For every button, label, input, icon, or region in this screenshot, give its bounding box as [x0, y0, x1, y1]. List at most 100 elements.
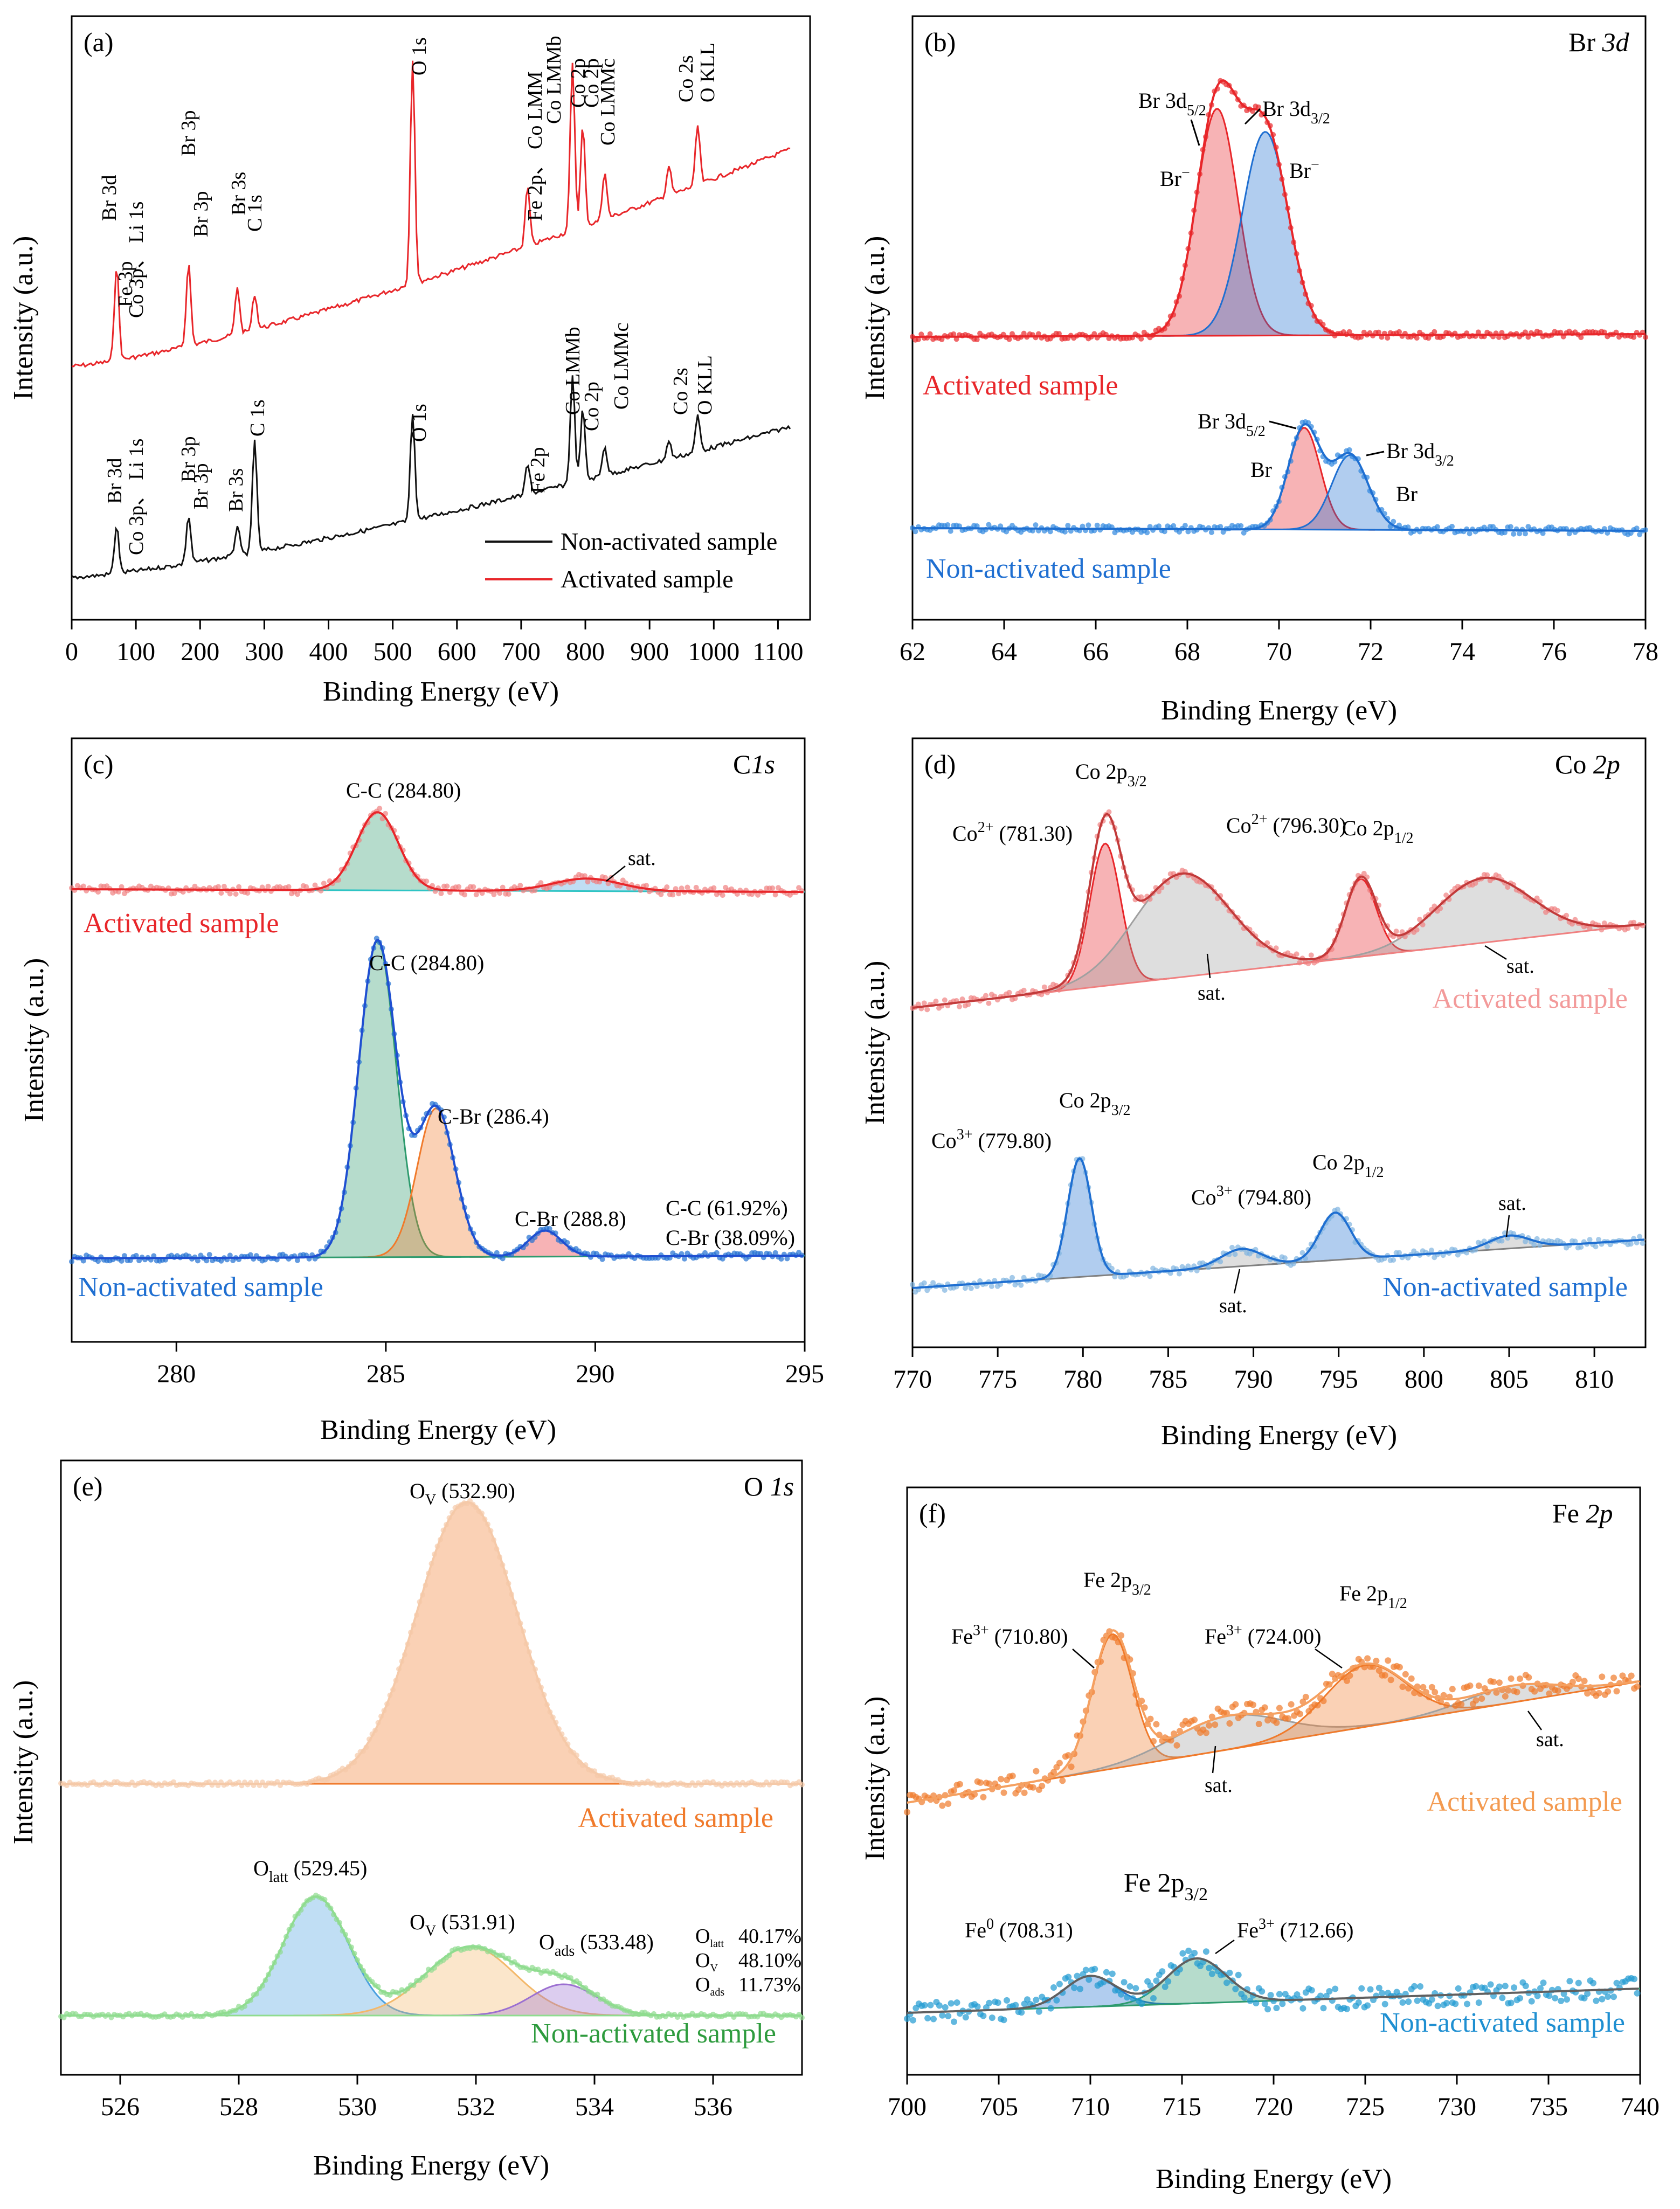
- data-point: [1047, 2005, 1054, 2012]
- data-point: [1411, 1983, 1418, 1990]
- data-point: [206, 1252, 212, 1258]
- component-fill: [1021, 1634, 1204, 1784]
- data-point: [1074, 1972, 1081, 1979]
- d-n-peak1: Co 2p3/2: [1059, 1088, 1130, 1119]
- data-point: [1147, 1715, 1154, 1722]
- data-point: [1235, 1971, 1242, 1978]
- data-point: [1279, 2000, 1286, 2007]
- data-point: [1059, 1777, 1066, 1784]
- data-point: [1432, 329, 1437, 335]
- a-non-annotation: Co 2s: [669, 368, 692, 415]
- data-point: [1156, 889, 1162, 895]
- xtick-label: 70: [1266, 638, 1292, 666]
- data-point: [1554, 908, 1560, 913]
- panel-f-activated-label: Activated sample: [1427, 1786, 1622, 1817]
- d-a-co2-1: Co2+ (781.30): [952, 819, 1073, 846]
- data-point: [1599, 1673, 1606, 1680]
- xtick-label: 72: [1358, 638, 1384, 666]
- data-point: [1126, 1983, 1133, 1990]
- data-point: [1575, 1979, 1582, 1986]
- data-point: [1449, 523, 1455, 529]
- xtick-label: 532: [457, 2093, 495, 2121]
- data-point: [95, 889, 101, 895]
- f-n-fe0-main: Fe: [965, 1918, 986, 1942]
- c-non-cbr1: C-Br (286.4): [438, 1104, 549, 1128]
- data-point: [784, 1256, 790, 1262]
- b-act-peak2-sub: 3/2: [1311, 110, 1330, 127]
- data-point: [915, 1001, 921, 1007]
- data-point: [1247, 1997, 1254, 2004]
- data-point: [1375, 1984, 1382, 1991]
- data-point: [1202, 1948, 1209, 1955]
- data-point: [1033, 1997, 1040, 2003]
- e-t3-sub: ads: [710, 1986, 724, 1998]
- data-point: [1185, 529, 1191, 535]
- f-a-fe3-2-sup: 3+: [1226, 1622, 1242, 1639]
- a-act-annotation: Co LMMb: [543, 36, 565, 124]
- data-point: [714, 1250, 720, 1256]
- data-point: [1226, 1720, 1233, 1727]
- a-act-annotation: Fe 2p、 Co LMM: [524, 71, 547, 221]
- f-a-fe3-1-main: Fe: [951, 1624, 973, 1649]
- data-point: [1177, 1271, 1182, 1277]
- f-n-fe3: Fe3+ (712.66): [1237, 1916, 1353, 1942]
- b-act-peak2-main: Br 3d: [1262, 96, 1311, 121]
- data-point: [974, 1284, 980, 1289]
- data-point: [936, 2002, 943, 2009]
- c-pct1: C-C (61.92%): [666, 1196, 788, 1220]
- panel-e-activated-label: Activated sample: [578, 1803, 773, 1833]
- data-point: [1381, 1672, 1388, 1679]
- data-point: [1605, 1688, 1612, 1695]
- data-point: [942, 997, 948, 1003]
- a-act-annotation: O KLL: [696, 43, 719, 102]
- data-point: [1018, 1282, 1024, 1288]
- data-point: [676, 891, 682, 897]
- panel-a-plot: [71, 60, 791, 580]
- data-point: [1584, 1690, 1591, 1697]
- a-act-annotation: Co 2p: [580, 58, 603, 108]
- e-ov-act-sub: V: [425, 1492, 436, 1508]
- data-point: [69, 1259, 74, 1264]
- f-n-title: Fe 2p3/2: [1124, 1867, 1208, 1905]
- data-point: [1554, 1687, 1561, 1694]
- data-point: [1212, 1721, 1219, 1728]
- f-a-arrow1: [1072, 1649, 1095, 1668]
- xtick-label: 280: [157, 1360, 196, 1388]
- data-point: [133, 1252, 139, 1258]
- e-oads-main: O: [539, 1930, 555, 1954]
- data-point: [1320, 2005, 1327, 2012]
- d-a-co2-2: Co2+ (796.30): [1226, 811, 1346, 837]
- data-point: [1414, 927, 1420, 933]
- data-point: [1643, 334, 1648, 340]
- envelope-line: [907, 1629, 1639, 1804]
- xtick-label: 528: [219, 2093, 258, 2121]
- xtick-label: 1100: [752, 638, 803, 666]
- data-point: [1408, 1675, 1415, 1682]
- b-act-ion1-main: Br: [1160, 167, 1181, 191]
- panel-e-label: (e): [73, 1471, 103, 1501]
- component-fill: [1417, 1235, 1601, 1255]
- data-point: [1367, 1986, 1374, 1993]
- e-t3-val: 11.73%: [738, 1973, 801, 1996]
- data-point: [1634, 1683, 1641, 1690]
- data-point: [1464, 1250, 1470, 1256]
- data-point: [1323, 1992, 1330, 1999]
- data-point: [1572, 1238, 1578, 1244]
- data-point: [1264, 2006, 1271, 2013]
- panel-e-ylabel: Intensity (a.u.): [8, 1680, 39, 1845]
- data-point: [1062, 529, 1068, 535]
- component-fill: [974, 1976, 1206, 2011]
- data-point: [1411, 1689, 1418, 1696]
- a-non-annotation: Co LMMb: [562, 327, 584, 415]
- e-t1: Olatt 40.17%: [695, 1925, 801, 1950]
- component-fill: [283, 812, 472, 891]
- data-point: [1153, 1977, 1160, 1984]
- data-point: [1449, 1686, 1456, 1693]
- data-point: [1150, 1738, 1157, 1744]
- b-non-peak2: Br 3d3/2: [1386, 439, 1454, 469]
- data-point: [1156, 523, 1162, 529]
- data-point: [927, 2002, 934, 2009]
- d-n-sat1-arrow: [1233, 1269, 1241, 1294]
- data-point: [1587, 1237, 1593, 1243]
- data-point: [456, 884, 462, 890]
